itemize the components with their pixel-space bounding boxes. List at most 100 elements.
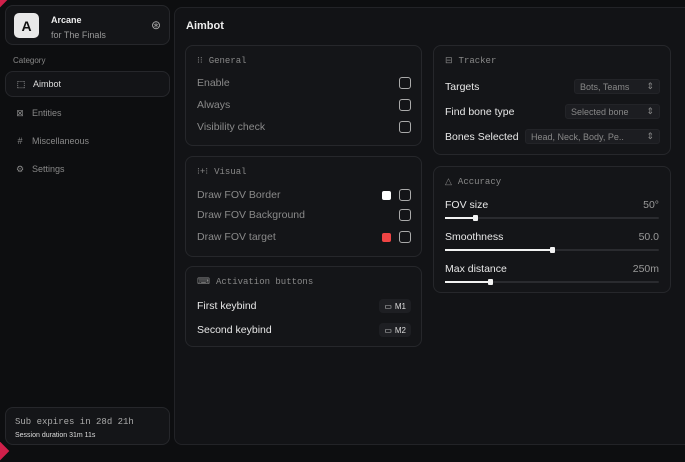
- sidebar-item-label: Settings: [32, 164, 65, 174]
- bones-selected-row: Bones Selected Head, Neck, Body, Pe.. ⇕: [445, 129, 660, 144]
- select-value: Bots, Teams: [580, 81, 630, 92]
- grid-icon: #: [17, 136, 23, 146]
- chevrons-icon: ⇕: [646, 81, 654, 91]
- slider-thumb[interactable]: [550, 247, 555, 253]
- slider-fill: [445, 217, 475, 219]
- slider-label: Max distance: [445, 263, 507, 275]
- subscription-card: Sub expires in 28d 21h Session duration …: [5, 407, 170, 445]
- chevrons-icon: ⇕: [646, 131, 654, 141]
- general-icon: ⁝⁝: [197, 56, 203, 66]
- second-keybind-button[interactable]: ▭ M2: [379, 323, 411, 337]
- first-keybind-button[interactable]: ▭ M1: [379, 299, 411, 313]
- session-duration: Session duration 31m 11s: [15, 432, 96, 439]
- fov-border-color-swatch[interactable]: [382, 190, 391, 200]
- bone-type-select[interactable]: Selected bone ⇕: [565, 104, 660, 119]
- keyboard-icon: ▭: [384, 325, 392, 335]
- card-title: Tracker: [458, 56, 497, 66]
- slider-label: FOV size: [445, 199, 489, 211]
- smoothness-slider-row: Smoothness 50.0: [445, 231, 659, 253]
- slider-value: 50.0: [638, 231, 659, 243]
- enable-row: Enable: [197, 77, 411, 89]
- sub-expiry: Sub expires in 28d 21h: [15, 417, 134, 427]
- sidebar-item-miscellaneous[interactable]: # Miscellaneous: [5, 128, 170, 154]
- accuracy-card: △ Accuracy FOV size 50° Smoothness 50.0 Max…: [433, 166, 671, 293]
- row-label: Find bone type: [445, 105, 515, 118]
- always-row: Always: [197, 99, 411, 111]
- gear-icon: ⚙: [15, 163, 25, 174]
- smoothness-slider[interactable]: [445, 247, 659, 253]
- fov-target-row: Draw FOV target: [197, 231, 411, 243]
- fov-border-checkbox[interactable]: [399, 189, 411, 201]
- visual-card: ⁝+⁝ Visual Draw FOV Border Draw FOV Backg…: [185, 156, 422, 257]
- card-title: Visual: [214, 167, 247, 177]
- target-settings-icon[interactable]: ⊛: [150, 18, 161, 32]
- fov-target-color-swatch[interactable]: [382, 232, 391, 242]
- targets-select[interactable]: Bots, Teams ⇕: [574, 79, 660, 94]
- sidebar-item-label: Miscellaneous: [32, 136, 90, 146]
- row-label: Second keybind: [197, 324, 272, 336]
- general-card: ⁝⁝ General Enable Always Visibility check: [185, 45, 422, 146]
- sidebar-item-settings[interactable]: ⚙ Settings: [5, 156, 170, 182]
- sidebar-item-entities[interactable]: ⊠ Entities: [5, 100, 170, 126]
- slider-value: 50°: [643, 199, 659, 211]
- always-checkbox[interactable]: [399, 99, 411, 111]
- fov-background-checkbox[interactable]: [399, 209, 411, 221]
- sidebar-item-label: Entities: [32, 108, 62, 118]
- row-label: First keybind: [197, 300, 257, 312]
- row-label: Draw FOV Background: [197, 209, 305, 221]
- fov-background-row: Draw FOV Background: [197, 209, 411, 221]
- slider-thumb[interactable]: [472, 215, 478, 221]
- second-keybind-row: Second keybind ▭ M2: [197, 323, 411, 337]
- visibility-checkbox[interactable]: [399, 121, 411, 133]
- sidebar-item-label: Aimbot: [33, 79, 62, 89]
- brand-card: A Arcane for The Finals ⊛: [5, 5, 170, 45]
- row-label: Draw FOV Border: [197, 189, 281, 201]
- crosshair-icon: ⬚: [16, 78, 26, 89]
- slider-label: Smoothness: [445, 231, 504, 243]
- targets-row: Targets Bots, Teams ⇕: [445, 79, 660, 94]
- category-label: Category: [13, 56, 46, 65]
- row-label: Enable: [197, 77, 230, 89]
- activation-card: ⌨ Activation buttons First keybind ▭ M1 Sec…: [185, 266, 422, 347]
- slider-value: 250m: [632, 263, 659, 275]
- triangle-icon: △: [445, 177, 452, 187]
- tracker-card: ⊟ Tracker Targets Bots, Teams ⇕ Find bone t…: [433, 45, 671, 155]
- card-title: General: [208, 56, 247, 66]
- app-logo: A: [14, 13, 39, 38]
- app-subtitle: for The Finals: [51, 30, 106, 40]
- select-value: Head, Neck, Body, Pe..: [531, 131, 624, 142]
- row-label: Always: [197, 99, 231, 111]
- slider-thumb[interactable]: [487, 279, 493, 285]
- row-label: Visibility check: [197, 121, 266, 133]
- scan-user-icon: ⊠: [16, 107, 24, 118]
- fov-border-row: Draw FOV Border: [197, 189, 411, 201]
- bone-type-row: Find bone type Selected bone ⇕: [445, 104, 660, 119]
- row-label: Targets: [445, 80, 480, 93]
- app-name: Arcane: [51, 15, 82, 25]
- slider-fill: [445, 281, 490, 283]
- page-title: Aimbot: [186, 20, 224, 32]
- keyboard-icon: ⌨: [197, 277, 210, 287]
- keyboard-icon: ▭: [384, 301, 392, 311]
- row-label: Bones Selected: [445, 130, 519, 143]
- row-label: Draw FOV target: [197, 231, 276, 243]
- select-value: Selected bone: [571, 106, 629, 117]
- key-label: M2: [394, 325, 406, 335]
- slider-fill: [445, 249, 552, 251]
- card-title: Accuracy: [457, 177, 502, 187]
- max-distance-slider[interactable]: [445, 279, 659, 285]
- card-title: Activation buttons: [216, 277, 314, 287]
- visibility-row: Visibility check: [197, 121, 411, 133]
- enable-checkbox[interactable]: [399, 77, 411, 89]
- key-label: M1: [394, 301, 406, 311]
- sidebar-item-aimbot[interactable]: ⬚ Aimbot: [5, 71, 170, 97]
- tracker-icon: ⊟: [445, 56, 453, 66]
- max-distance-slider-row: Max distance 250m: [445, 263, 659, 285]
- visual-icon: ⁝+⁝: [197, 167, 209, 177]
- chevrons-icon: ⇕: [646, 106, 654, 116]
- fov-target-checkbox[interactable]: [399, 231, 411, 243]
- fov-size-slider[interactable]: [445, 215, 659, 221]
- bones-selected-select[interactable]: Head, Neck, Body, Pe.. ⇕: [525, 129, 660, 144]
- first-keybind-row: First keybind ▭ M1: [197, 299, 411, 313]
- fov-size-slider-row: FOV size 50°: [445, 199, 659, 221]
